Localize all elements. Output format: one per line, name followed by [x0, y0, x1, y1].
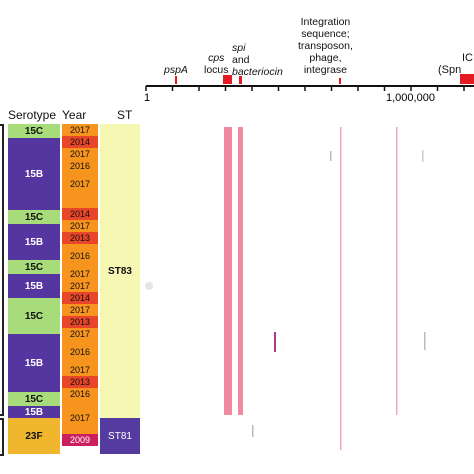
year-cell: 2014: [62, 208, 98, 220]
ice-annotation: IC (Spn: [438, 52, 473, 76]
st83-bracket: [0, 124, 4, 416]
pspa-label: pspA: [164, 64, 188, 76]
faint-mark: [330, 151, 332, 161]
year-cell: 2017: [62, 328, 98, 340]
cps-annotation: cps locus: [204, 52, 229, 76]
integration-annotation: Integration sequence; transposon, phage,…: [298, 16, 353, 76]
year-cell: 2017: [62, 412, 98, 424]
year-header: Year: [62, 108, 87, 122]
integration-line-5: integrase: [303, 64, 348, 76]
locus-label: locus: [204, 64, 229, 76]
ice-marker: [460, 74, 474, 84]
integration-line-4: phage,: [309, 52, 342, 64]
st83-block: ST83: [100, 124, 140, 418]
integration-line-3: transposon,: [298, 40, 353, 52]
cps-band: [224, 127, 232, 415]
axis-start-label: 1: [144, 92, 151, 104]
year-cell: [62, 400, 98, 412]
serotype-block: 15C: [8, 392, 60, 406]
serotype-column: 15C 15B 15C 15B 15C 15B 15C 15B 15C 15B …: [8, 124, 60, 454]
integrase-band: [396, 127, 398, 415]
integration-band: [340, 127, 342, 450]
faint-mark: [424, 332, 426, 350]
serotype-header: Serotype: [8, 108, 57, 122]
st81-bracket: [0, 418, 4, 456]
st-header: ST: [117, 108, 133, 122]
serotype-block: 15B: [8, 334, 60, 392]
year-cell: [62, 196, 98, 208]
serotype-block: 15B: [8, 138, 60, 210]
ice-label-1: IC: [462, 52, 473, 64]
serotype-block: 15C: [8, 260, 60, 274]
and-label: and: [232, 54, 250, 66]
year-cell: 2017: [62, 148, 98, 160]
year-cell: 2016: [62, 160, 98, 172]
spi-label: spi: [232, 42, 246, 54]
faint-mark: [252, 425, 254, 437]
year-cell: 2017: [62, 220, 98, 232]
year-cell: 2013: [62, 376, 98, 388]
st81-block: ST81: [100, 418, 140, 454]
serotype-block: 15C: [8, 210, 60, 224]
serotype-block: 15B: [8, 406, 60, 418]
axis-mid-label: 1,000,000: [386, 92, 435, 104]
integration-line-1: Integration: [300, 16, 351, 28]
pspa-annotation: pspA: [164, 64, 188, 76]
bacteriocin-label: bacteriocin: [232, 66, 283, 78]
year-cell: 2016: [62, 388, 98, 400]
integration-marker: [339, 78, 341, 84]
serotype-block: 15C: [8, 124, 60, 138]
year-cell: 2017: [62, 280, 98, 292]
serotype-block: 15B: [8, 274, 60, 298]
ice-label-2: (Spn: [438, 64, 462, 76]
year-cell: 2017: [62, 172, 98, 196]
year-cell: 2013: [62, 316, 98, 328]
integration-line-2: sequence;: [301, 28, 350, 40]
year-column: 2017 2014 2017 2016 2017 2014 2017 2013 2016 2017…: [62, 124, 98, 454]
spi-annotation: spi and bacteriocin: [232, 42, 283, 78]
cps-label: cps: [208, 52, 225, 64]
pspa-marker: [175, 76, 177, 84]
spi-band: [238, 127, 243, 415]
year-cell: 2014: [62, 136, 98, 148]
scroll-dot: [145, 282, 153, 290]
year-cell: 2009: [62, 434, 98, 446]
cps-marker: [223, 75, 232, 84]
year-cell: [62, 424, 98, 434]
serotype-block: 15B: [8, 224, 60, 260]
serotype-block: 15C: [8, 298, 60, 334]
year-cell: 2017: [62, 124, 98, 136]
serotype-block: 23F: [8, 418, 60, 454]
faint-mark: [422, 150, 424, 162]
year-cell: 2017: [62, 364, 98, 376]
year-cell: 2014: [62, 292, 98, 304]
year-cell: 2016: [62, 244, 98, 268]
year-cell: 2017: [62, 304, 98, 316]
year-cell: 2016: [62, 340, 98, 364]
variant-mark: [274, 332, 276, 352]
spi-marker: [239, 76, 242, 84]
year-cell: 2013: [62, 232, 98, 244]
year-cell: 2017: [62, 268, 98, 280]
axis-ticks: [145, 86, 465, 91]
